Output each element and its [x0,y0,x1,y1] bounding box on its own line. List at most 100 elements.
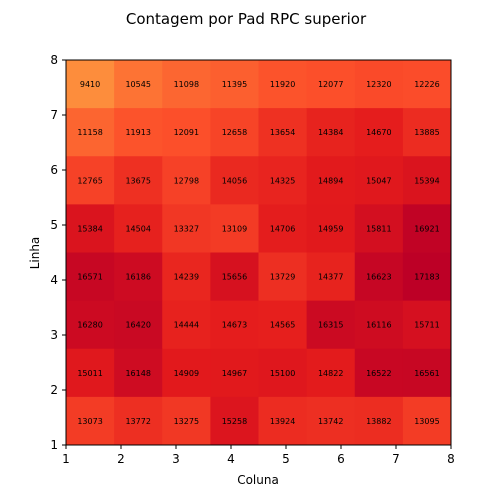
cell-value-label: 12077 [318,80,343,89]
cell-value-label: 14056 [222,176,247,185]
x-tick-label: 5 [282,452,290,466]
heatmap-cell [210,396,259,446]
heatmap-cell [306,300,356,350]
heatmap-cell [402,348,452,398]
heatmap-cell [210,300,259,350]
heatmap-cell [210,204,259,253]
heatmap-cell [306,108,356,157]
heatmap-cell [162,204,211,253]
heatmap-cell [354,300,404,350]
cell-value-label: 9410 [80,80,100,89]
heatmap-cell [354,252,404,302]
heatmap-cell [258,108,308,157]
cell-value-label: 13095 [414,417,439,426]
heatmap-cell [66,60,115,109]
cell-value-label: 14822 [318,369,343,378]
x-tick-label: 7 [392,452,400,466]
heatmap-cell [402,60,452,109]
cell-value-label: 11098 [174,80,199,89]
cell-value-label: 14384 [318,128,343,137]
x-tick-label: 3 [172,452,180,466]
y-tick-label: 3 [50,328,58,342]
cell-value-label: 13924 [270,417,295,426]
heatmap-cell [114,348,163,398]
cell-value-label: 14565 [270,321,295,330]
cell-value-label: 12091 [174,128,199,137]
heatmap-cell [306,204,356,253]
cell-value-label: 15384 [77,224,102,233]
heatmap-cell [258,348,308,398]
cell-value-label: 17183 [414,273,439,282]
heatmap-cell [66,204,115,253]
cell-value-label: 14967 [222,369,247,378]
cell-value-label: 16522 [366,369,391,378]
y-tick-label: 5 [50,218,58,232]
cell-value-label: 11395 [222,80,247,89]
chart-title: Contagem por Pad RPC superior [126,10,367,28]
x-tick-label: 2 [117,452,125,466]
cell-value-label: 13327 [174,224,199,233]
x-tick-label: 8 [447,452,455,466]
heatmap-cell [114,300,163,350]
heatmap-cell [306,396,356,446]
heatmap-cell [306,348,356,398]
y-tick-label: 6 [50,163,58,177]
cell-value-label: 12798 [174,176,199,185]
x-tick-label: 6 [337,452,345,466]
heatmap-cell [354,348,404,398]
cell-value-label: 14670 [366,128,391,137]
heatmap-cell [162,108,211,157]
cell-value-label: 15811 [366,224,391,233]
heatmap-cell [114,108,163,157]
heatmap-cell [402,204,452,253]
heatmap-cell [354,396,404,446]
cell-value-label: 15711 [414,321,439,330]
heatmap-cell [258,156,308,205]
heatmap-cell [354,60,404,109]
cell-value-label: 16623 [366,273,391,282]
cell-value-label: 13885 [414,128,439,137]
cell-value-label: 12658 [222,128,247,137]
cell-value-label: 14377 [318,273,343,282]
cell-value-label: 14706 [270,224,295,233]
heatmap-cell [306,60,356,109]
heatmap-cell [162,348,211,398]
heatmap-cell [402,396,452,446]
x-tick-label: 1 [62,452,70,466]
cell-value-label: 16186 [125,273,150,282]
heatmap-cell [210,156,259,205]
heatmap-cell [306,156,356,205]
heatmap-cell [162,396,211,446]
heatmap-cell [258,396,308,446]
heatmap-cell [114,204,163,253]
cell-value-label: 14325 [270,176,295,185]
cell-value-label: 16921 [414,224,439,233]
cell-value-label: 13729 [270,273,295,282]
heatmap-cell [354,204,404,253]
heatmap-cell [66,252,115,302]
y-tick-label: 1 [50,438,58,452]
heatmap-cell [210,108,259,157]
heatmap-cell [162,300,211,350]
cell-value-label: 14444 [174,321,199,330]
cell-value-label: 13073 [77,417,102,426]
heatmap-cell [162,156,211,205]
cell-value-label: 14504 [125,224,150,233]
cell-value-label: 16280 [77,321,102,330]
cell-value-label: 13675 [125,176,150,185]
cell-value-label: 15258 [222,417,247,426]
heatmap-cell [258,204,308,253]
cell-value-label: 16315 [318,321,343,330]
cell-value-label: 13882 [366,417,391,426]
x-axis-label: Coluna [237,473,279,487]
cell-value-label: 11913 [125,128,150,137]
heatmap-cell [114,252,163,302]
cell-value-label: 15656 [222,273,247,282]
cell-value-label: 16420 [125,321,150,330]
y-tick-label: 7 [50,108,58,122]
y-tick-label: 4 [50,273,58,287]
cell-value-label: 15011 [77,369,102,378]
cell-value-labels: 9410 10545 11098 11395 11920 12077 12320 12226 1… [77,80,439,426]
heatmap-cell [210,348,259,398]
